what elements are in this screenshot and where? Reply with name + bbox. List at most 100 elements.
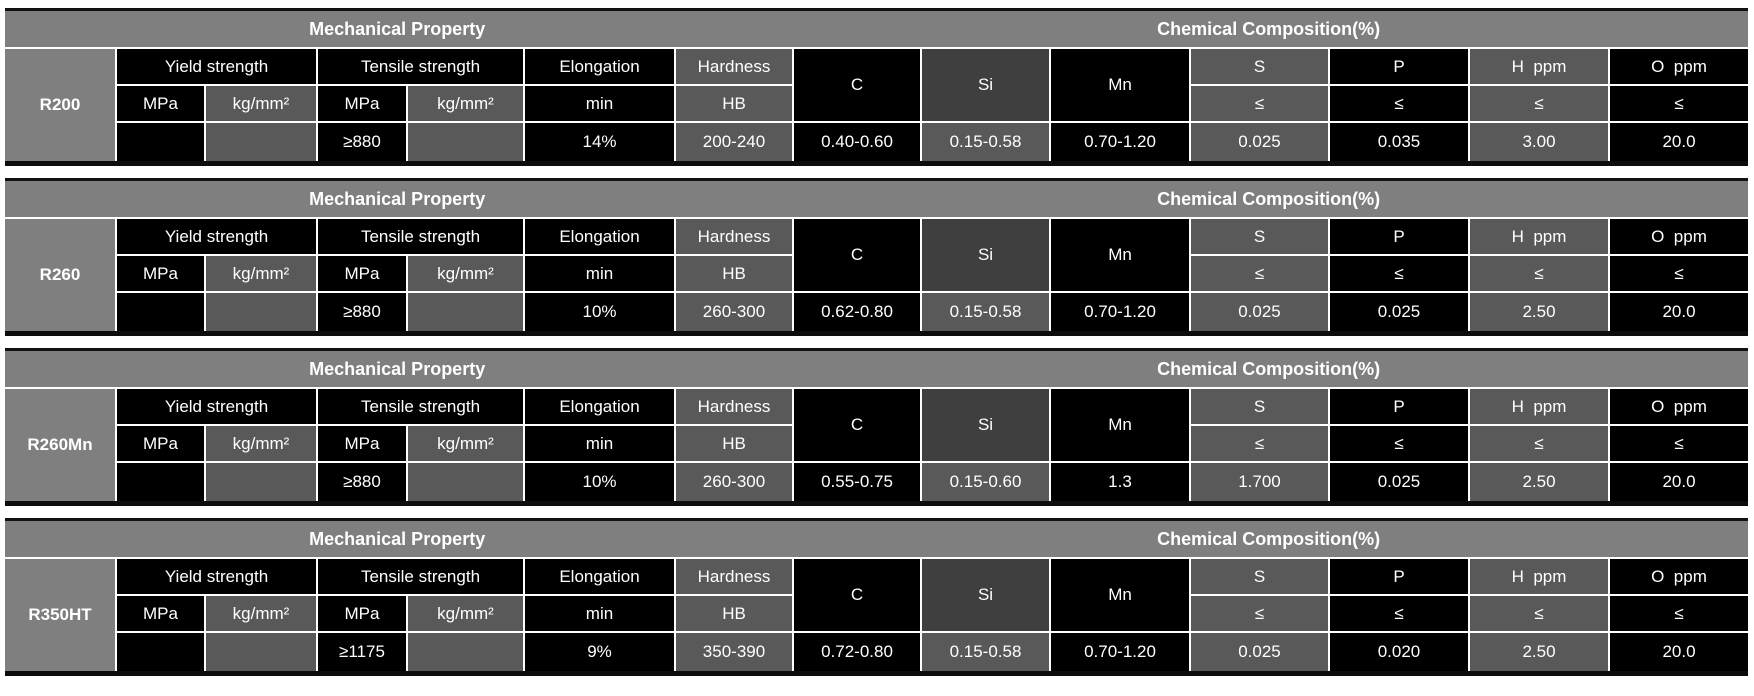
elongation-header: Elongation	[525, 49, 674, 84]
mechanical-property-header: Mechanical Property	[5, 181, 790, 217]
h-ppm-header: H ppm	[1470, 219, 1608, 254]
yield-mpa-unit: MPa	[117, 426, 204, 461]
yield-kgmm2-value	[206, 123, 316, 161]
mn-value: 1.3	[1051, 463, 1189, 501]
steel-grade-table-R260: Mechanical Property Chemical Composition(…	[5, 178, 1748, 336]
mn-value: 0.70-1.20	[1051, 633, 1189, 671]
yield-kgmm2-value	[206, 463, 316, 501]
s-header: S	[1191, 49, 1328, 84]
tensile-kgmm2-value	[408, 463, 523, 501]
yield-strength-header: Yield strength	[117, 389, 316, 424]
elongation-header: Elongation	[525, 219, 674, 254]
yield-kgmm2-unit: kg/mm²	[206, 86, 316, 121]
yield-strength-header: Yield strength	[117, 559, 316, 594]
hardness-hb-label: HB	[676, 256, 792, 291]
c-value: 0.62-0.80	[794, 293, 920, 331]
yield-strength-header: Yield strength	[117, 49, 316, 84]
si-value: 0.15-0.58	[922, 293, 1049, 331]
o-ppm-header: O ppm	[1610, 559, 1748, 594]
steel-grade-table-R260Mn: Mechanical Property Chemical Composition(…	[5, 348, 1748, 506]
h-value: 2.50	[1470, 463, 1608, 501]
tensile-mpa-value: ≥1175	[318, 633, 406, 671]
h-ppm-header: H ppm	[1470, 559, 1608, 594]
steel-grade-table-R350HT: Mechanical Property Chemical Composition(…	[5, 518, 1748, 676]
yield-kgmm2-unit: kg/mm²	[206, 596, 316, 631]
section-header-bar: Mechanical Property Chemical Composition(…	[5, 181, 1748, 217]
yield-mpa-value	[117, 123, 204, 161]
grade-cell: R260	[5, 219, 115, 331]
chemical-composition-header: Chemical Composition(%)	[789, 521, 1748, 557]
elongation-value: 9%	[525, 633, 674, 671]
h-max-symbol: ≤	[1470, 256, 1608, 291]
elongation-min-label: min	[525, 426, 674, 461]
s-header: S	[1191, 559, 1328, 594]
tensile-kgmm2-value	[408, 633, 523, 671]
hardness-header: Hardness	[676, 49, 792, 84]
c-header: C	[794, 559, 920, 631]
c-header: C	[794, 49, 920, 121]
yield-mpa-unit: MPa	[117, 86, 204, 121]
o-max-symbol: ≤	[1610, 596, 1748, 631]
o-value: 20.0	[1610, 293, 1748, 331]
c-value: 0.55-0.75	[794, 463, 920, 501]
yield-mpa-unit: MPa	[117, 596, 204, 631]
si-value: 0.15-0.60	[922, 463, 1049, 501]
tensile-mpa-unit: MPa	[318, 86, 406, 121]
yield-strength-header: Yield strength	[117, 219, 316, 254]
hardness-value: 260-300	[676, 463, 792, 501]
si-header: Si	[922, 389, 1049, 461]
grade-cell: R350HT	[5, 559, 115, 671]
o-value: 20.0	[1610, 633, 1748, 671]
p-value: 0.020	[1330, 633, 1468, 671]
grade-table-grid: R260Mn Yield strength Tensile strength Elon…	[5, 389, 1748, 501]
yield-kgmm2-value	[206, 293, 316, 331]
h-ppm-header: H ppm	[1470, 49, 1608, 84]
p-header: P	[1330, 559, 1468, 594]
section-header-bar: Mechanical Property Chemical Composition(…	[5, 351, 1748, 387]
p-max-symbol: ≤	[1330, 596, 1468, 631]
elongation-min-label: min	[525, 256, 674, 291]
yield-kgmm2-unit: kg/mm²	[206, 426, 316, 461]
grade-table-grid: R260 Yield strength Tensile strength Elonga…	[5, 219, 1748, 331]
steel-grade-table-R200: Mechanical Property Chemical Composition(…	[5, 8, 1748, 166]
tensile-mpa-unit: MPa	[318, 256, 406, 291]
c-value: 0.72-0.80	[794, 633, 920, 671]
si-value: 0.15-0.58	[922, 633, 1049, 671]
c-value: 0.40-0.60	[794, 123, 920, 161]
section-header-bar: Mechanical Property Chemical Composition(…	[5, 521, 1748, 557]
o-ppm-header: O ppm	[1610, 219, 1748, 254]
grade-table-grid: R200 Yield strength Tensile strength Elonga…	[5, 49, 1748, 161]
o-ppm-header: O ppm	[1610, 49, 1748, 84]
s-value: 0.025	[1191, 123, 1328, 161]
chemical-composition-header: Chemical Composition(%)	[789, 11, 1748, 47]
s-header: S	[1191, 219, 1328, 254]
tensile-kgmm2-unit: kg/mm²	[408, 596, 523, 631]
o-max-symbol: ≤	[1610, 256, 1748, 291]
tensile-kgmm2-value	[408, 123, 523, 161]
grade-cell: R260Mn	[5, 389, 115, 501]
c-header: C	[794, 219, 920, 291]
s-value: 0.025	[1191, 293, 1328, 331]
mn-header: Mn	[1051, 559, 1189, 631]
p-value: 0.025	[1330, 293, 1468, 331]
p-max-symbol: ≤	[1330, 426, 1468, 461]
s-max-symbol: ≤	[1191, 426, 1328, 461]
hardness-header: Hardness	[676, 389, 792, 424]
grade-table-grid: R350HT Yield strength Tensile strength Elon…	[5, 559, 1748, 671]
yield-kgmm2-unit: kg/mm²	[206, 256, 316, 291]
tensile-mpa-value: ≥880	[318, 463, 406, 501]
mechanical-property-header: Mechanical Property	[5, 11, 790, 47]
elongation-value: 10%	[525, 293, 674, 331]
mn-value: 0.70-1.20	[1051, 293, 1189, 331]
tensile-mpa-unit: MPa	[318, 426, 406, 461]
s-max-symbol: ≤	[1191, 256, 1328, 291]
hardness-hb-label: HB	[676, 86, 792, 121]
grade-cell: R200	[5, 49, 115, 161]
mn-value: 0.70-1.20	[1051, 123, 1189, 161]
o-value: 20.0	[1610, 123, 1748, 161]
p-header: P	[1330, 49, 1468, 84]
mn-header: Mn	[1051, 49, 1189, 121]
p-value: 0.025	[1330, 463, 1468, 501]
mechanical-property-header: Mechanical Property	[5, 351, 790, 387]
o-max-symbol: ≤	[1610, 86, 1748, 121]
